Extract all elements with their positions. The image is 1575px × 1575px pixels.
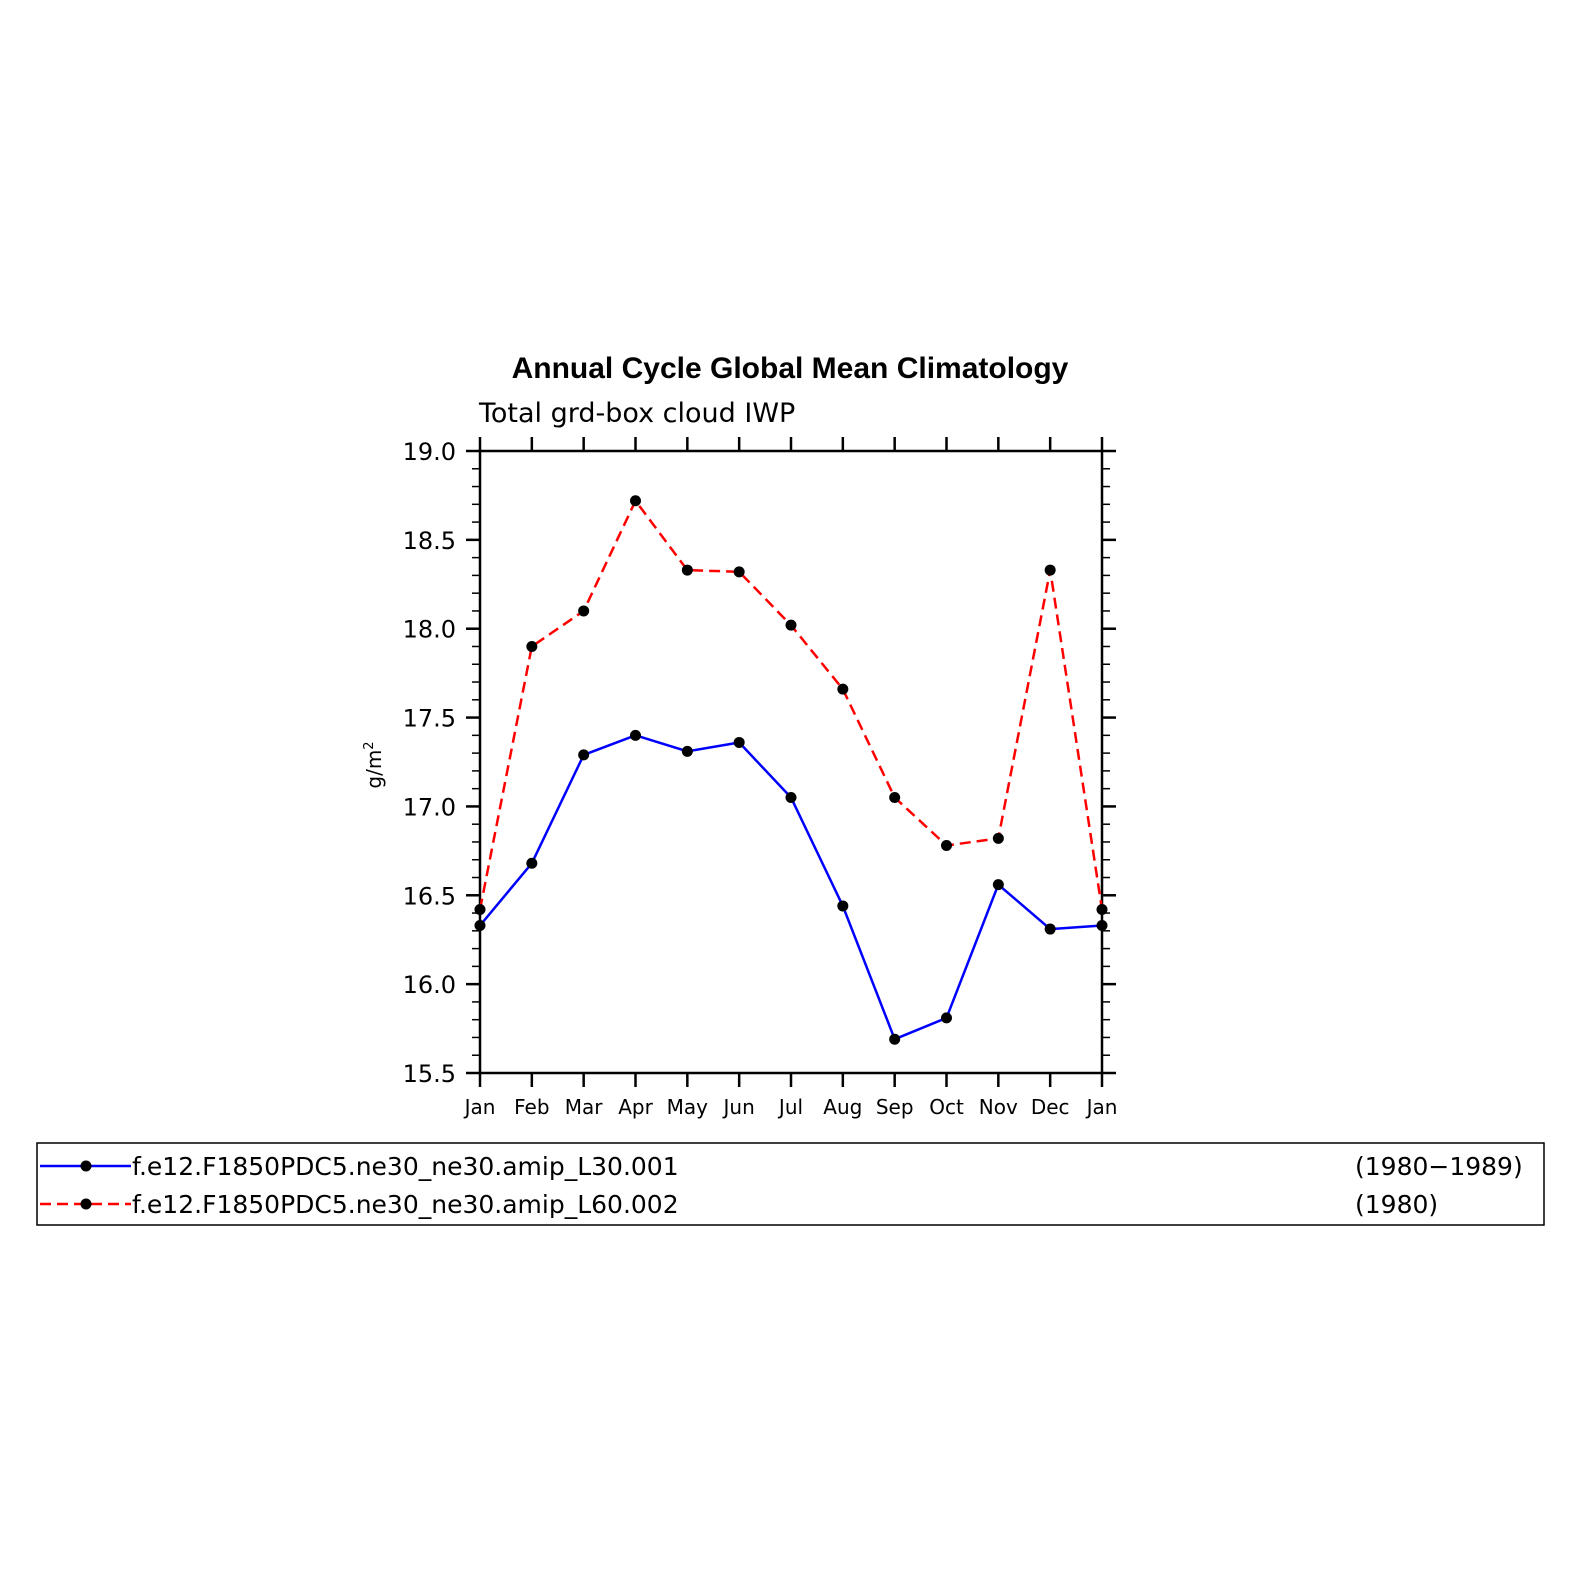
x-tick-label: Sep	[876, 1095, 914, 1119]
x-tick-label: Nov	[979, 1095, 1018, 1119]
series-1-point	[681, 745, 693, 757]
y-tick-label: 19.0	[403, 438, 456, 466]
series-1-point	[578, 749, 590, 761]
series-2-point	[681, 564, 693, 576]
legend-period-1: (1980−1989)	[1355, 1152, 1523, 1181]
series-1-point	[837, 900, 849, 912]
axes: 19.0 18.5 18.0 17.5 17.0 16.5 16.0 15.5 Jan Feb Ma…	[403, 437, 1118, 1119]
series-1-point	[941, 1012, 952, 1024]
y-axis-label: g/m2	[362, 741, 386, 788]
series-2-point	[526, 640, 538, 652]
series-2-point	[992, 832, 1004, 844]
series-line-1	[479, 733, 1103, 1041]
series-1-point	[1096, 919, 1108, 931]
x-tick-label: Jan	[463, 1095, 496, 1119]
series-1-point	[889, 1033, 901, 1045]
chart-subtitle: Total grd-box cloud IWP	[478, 398, 795, 429]
x-tick-label: Feb	[514, 1095, 549, 1119]
legend-period-2: (1980)	[1355, 1190, 1438, 1219]
plot-area	[474, 495, 1108, 1045]
legend-marker-2	[80, 1198, 92, 1210]
series-1-point	[733, 736, 745, 748]
series-1-point	[785, 792, 797, 804]
y-tick-label: 16.5	[403, 882, 456, 910]
series-1-point	[630, 729, 641, 741]
y-tick-label: 18.5	[403, 527, 456, 555]
series-line-2	[478, 498, 1104, 910]
y-tick-label: 16.0	[403, 971, 456, 999]
plot-frame	[478, 449, 1104, 1075]
x-tick-label: Jan	[1085, 1095, 1118, 1119]
x-tick-label: Dec	[1031, 1095, 1070, 1119]
legend-marker-1	[80, 1160, 92, 1172]
x-tick-label: Apr	[618, 1095, 653, 1119]
series-1-point	[1044, 923, 1056, 935]
x-tick-label: Mar	[565, 1095, 604, 1119]
series-1-point	[474, 919, 486, 931]
series-1-point	[992, 879, 1004, 891]
x-tick-label: Oct	[929, 1095, 964, 1119]
series-1-point	[526, 857, 538, 869]
y-tick-label: 15.5	[403, 1060, 456, 1088]
series-2-point	[889, 792, 901, 804]
legend-label-2: f.e12.F1850PDC5.ne30_ne30.amip_L60.002	[132, 1190, 679, 1219]
x-tick-label: Jun	[722, 1095, 755, 1119]
legend-label-1: f.e12.F1850PDC5.ne30_ne30.amip_L30.001	[132, 1152, 679, 1181]
series-2-point	[630, 495, 641, 507]
y-axis-label-unit: g/m	[362, 750, 386, 789]
y-tick-label: 17.0	[403, 793, 456, 821]
series-2-point	[837, 683, 849, 695]
series-2-point	[785, 619, 797, 631]
series-2-point	[474, 904, 486, 916]
series-2-point	[1096, 904, 1108, 916]
series-2-point	[1044, 564, 1056, 576]
x-tick-label: Aug	[823, 1095, 862, 1119]
series-2-point	[578, 605, 590, 617]
y-tick-label: 17.5	[403, 705, 456, 733]
series-2-point	[733, 566, 745, 578]
y-tick-label: 18.0	[403, 616, 456, 644]
x-tick-label: May	[667, 1095, 709, 1119]
chart-title: Annual Cycle Global Mean Climatology	[512, 352, 1069, 385]
legend-box	[36, 1142, 1545, 1226]
series-2-point	[941, 840, 952, 852]
legend: f.e12.F1850PDC5.ne30_ne30.amip_L30.001 (1…	[40, 1152, 1523, 1219]
y-axis-label-exponent: 2	[362, 741, 377, 749]
x-tick-label: Jul	[777, 1095, 803, 1119]
